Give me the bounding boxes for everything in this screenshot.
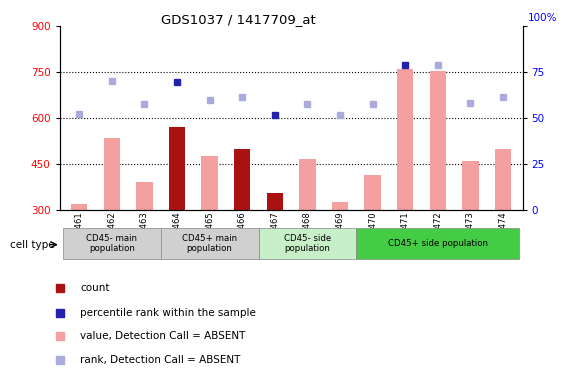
Text: count: count [81, 283, 110, 293]
Bar [429, 70, 446, 210]
Text: CD45- side
population: CD45- side population [284, 234, 331, 254]
Text: 100%: 100% [528, 13, 558, 24]
Bar [71, 204, 87, 210]
FancyBboxPatch shape [63, 228, 161, 259]
Text: CD45+ side population: CD45+ side population [388, 239, 488, 248]
Bar [136, 183, 153, 210]
Bar [202, 156, 218, 210]
Bar [234, 149, 250, 210]
FancyBboxPatch shape [356, 228, 519, 259]
Text: CD45- main
population: CD45- main population [86, 234, 137, 254]
Text: GDS1037 / 1417709_at: GDS1037 / 1417709_at [161, 13, 316, 26]
Bar [169, 128, 185, 210]
Bar [299, 159, 316, 210]
FancyBboxPatch shape [161, 228, 258, 259]
FancyBboxPatch shape [258, 228, 356, 259]
Bar [332, 202, 348, 210]
Text: value, Detection Call = ABSENT: value, Detection Call = ABSENT [81, 331, 246, 341]
Bar [462, 161, 479, 210]
Bar [103, 138, 120, 210]
Text: rank, Detection Call = ABSENT: rank, Detection Call = ABSENT [81, 355, 241, 365]
Bar [397, 69, 414, 210]
Text: percentile rank within the sample: percentile rank within the sample [81, 308, 256, 318]
Text: CD45+ main
population: CD45+ main population [182, 234, 237, 254]
Text: cell type: cell type [10, 240, 55, 249]
Bar [266, 193, 283, 210]
Bar [495, 149, 511, 210]
Bar [365, 175, 381, 210]
